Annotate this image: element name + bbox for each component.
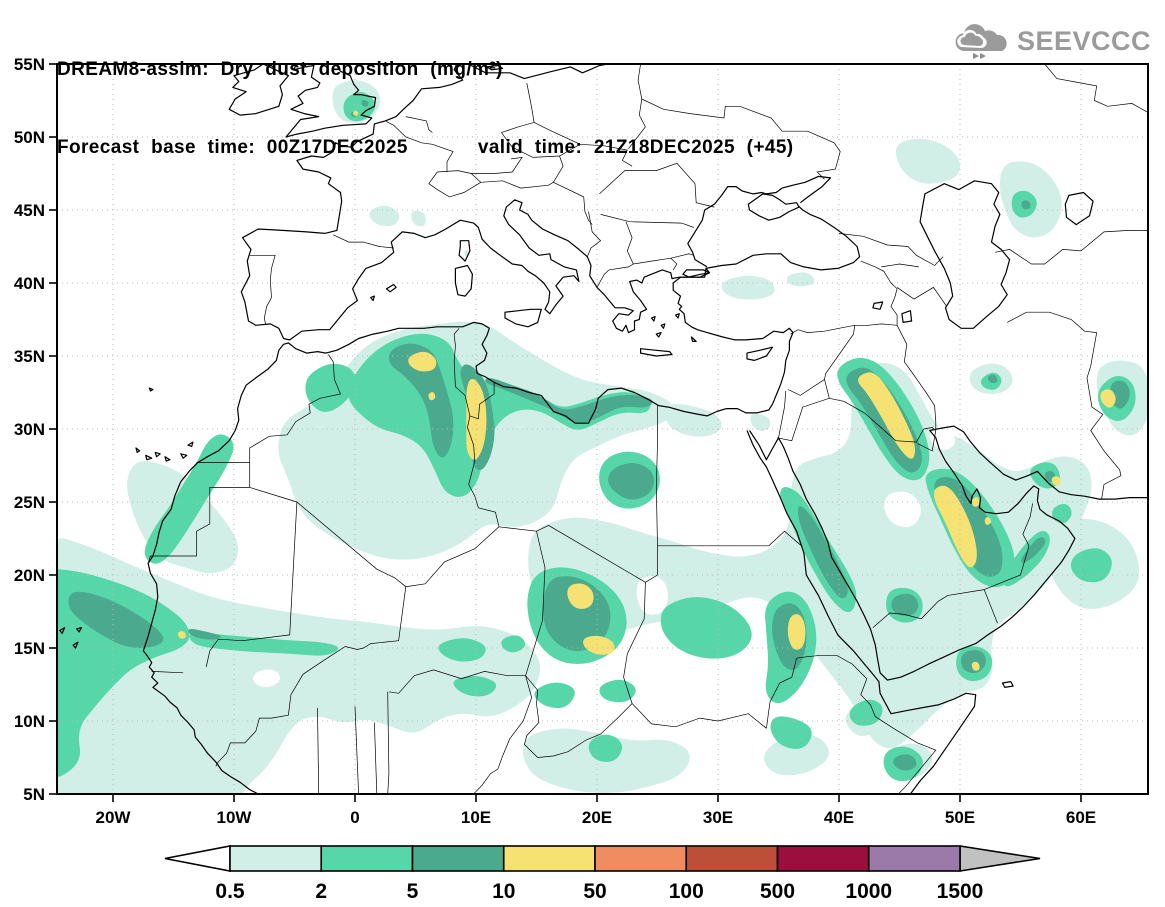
colorbar-label: 10 bbox=[492, 880, 515, 903]
axis-ticks bbox=[49, 63, 1082, 802]
lat-tick-label: 30N bbox=[14, 420, 45, 439]
axis-labels: 55N 50N 45N 40N 35N 30N 25N 20N 15N 10N 5N 20W 10W 0 1… bbox=[14, 55, 1096, 827]
lat-tick-label: 55N bbox=[14, 55, 45, 74]
logo-text: SEEVCCC bbox=[1016, 25, 1151, 56]
colorbar-box bbox=[411, 845, 505, 872]
lon-tick-label: 10W bbox=[217, 808, 253, 827]
lat-tick-label: 40N bbox=[14, 274, 45, 293]
lat-tick-label: 5N bbox=[23, 785, 45, 804]
colorbar-box bbox=[685, 845, 779, 872]
lat-tick-label: 10N bbox=[14, 712, 45, 731]
colorbar-label: 1000 bbox=[845, 880, 892, 903]
lat-tick-label: 50N bbox=[14, 128, 45, 147]
graticule bbox=[57, 64, 1148, 794]
lat-tick-label: 15N bbox=[14, 639, 45, 658]
country-borders bbox=[147, 64, 1148, 794]
colorbar-over-arrow bbox=[959, 845, 1041, 872]
lon-tick-label: 20W bbox=[96, 808, 132, 827]
lat-tick-label: 35N bbox=[14, 347, 45, 366]
colorbar-box bbox=[776, 845, 870, 872]
lon-tick-label: 0 bbox=[350, 808, 359, 827]
lon-tick-label: 60E bbox=[1066, 808, 1096, 827]
colorbar-box bbox=[229, 845, 323, 872]
chart-header: DREAM8-assim: Dry dust deposition (mg/m²… bbox=[57, 5, 794, 213]
colorbar-label: 0.5 bbox=[215, 880, 245, 903]
colorbar-label: 2 bbox=[315, 880, 327, 903]
colorbar: 0.5 2 5 10 50 100 500 1000 1500 bbox=[164, 845, 1041, 903]
colorbar-label: 100 bbox=[669, 880, 704, 903]
lon-tick-label: 40E bbox=[824, 808, 854, 827]
lat-tick-label: 20N bbox=[14, 566, 45, 585]
colorbar-label: 500 bbox=[760, 880, 795, 903]
colorbar-box bbox=[502, 845, 596, 872]
colorbar-under-arrow bbox=[164, 845, 231, 872]
colorbar-box bbox=[320, 845, 414, 872]
cloud-icon bbox=[955, 24, 1007, 59]
colorbar-box bbox=[594, 845, 688, 872]
colorbar-label: 1500 bbox=[937, 880, 984, 903]
coastlines bbox=[59, 64, 1148, 794]
lon-tick-label: 50E bbox=[945, 808, 975, 827]
lon-tick-label: 30E bbox=[703, 808, 733, 827]
lat-tick-label: 25N bbox=[14, 493, 45, 512]
lat-tick-label: 45N bbox=[14, 201, 45, 220]
colorbar-box bbox=[867, 845, 961, 872]
chart-subtitle: Forecast base time: 00Z17DEC2025 valid t… bbox=[57, 137, 794, 158]
colorbar-label: 50 bbox=[583, 880, 606, 903]
chart-title: DREAM8-assim: Dry dust deposition (mg/m²… bbox=[57, 59, 503, 80]
lon-tick-label: 10E bbox=[461, 808, 491, 827]
seevccc-logo: SEEVCCC bbox=[947, 20, 1151, 62]
colorbar-label: 5 bbox=[407, 880, 419, 903]
lon-tick-label: 20E bbox=[582, 808, 612, 827]
